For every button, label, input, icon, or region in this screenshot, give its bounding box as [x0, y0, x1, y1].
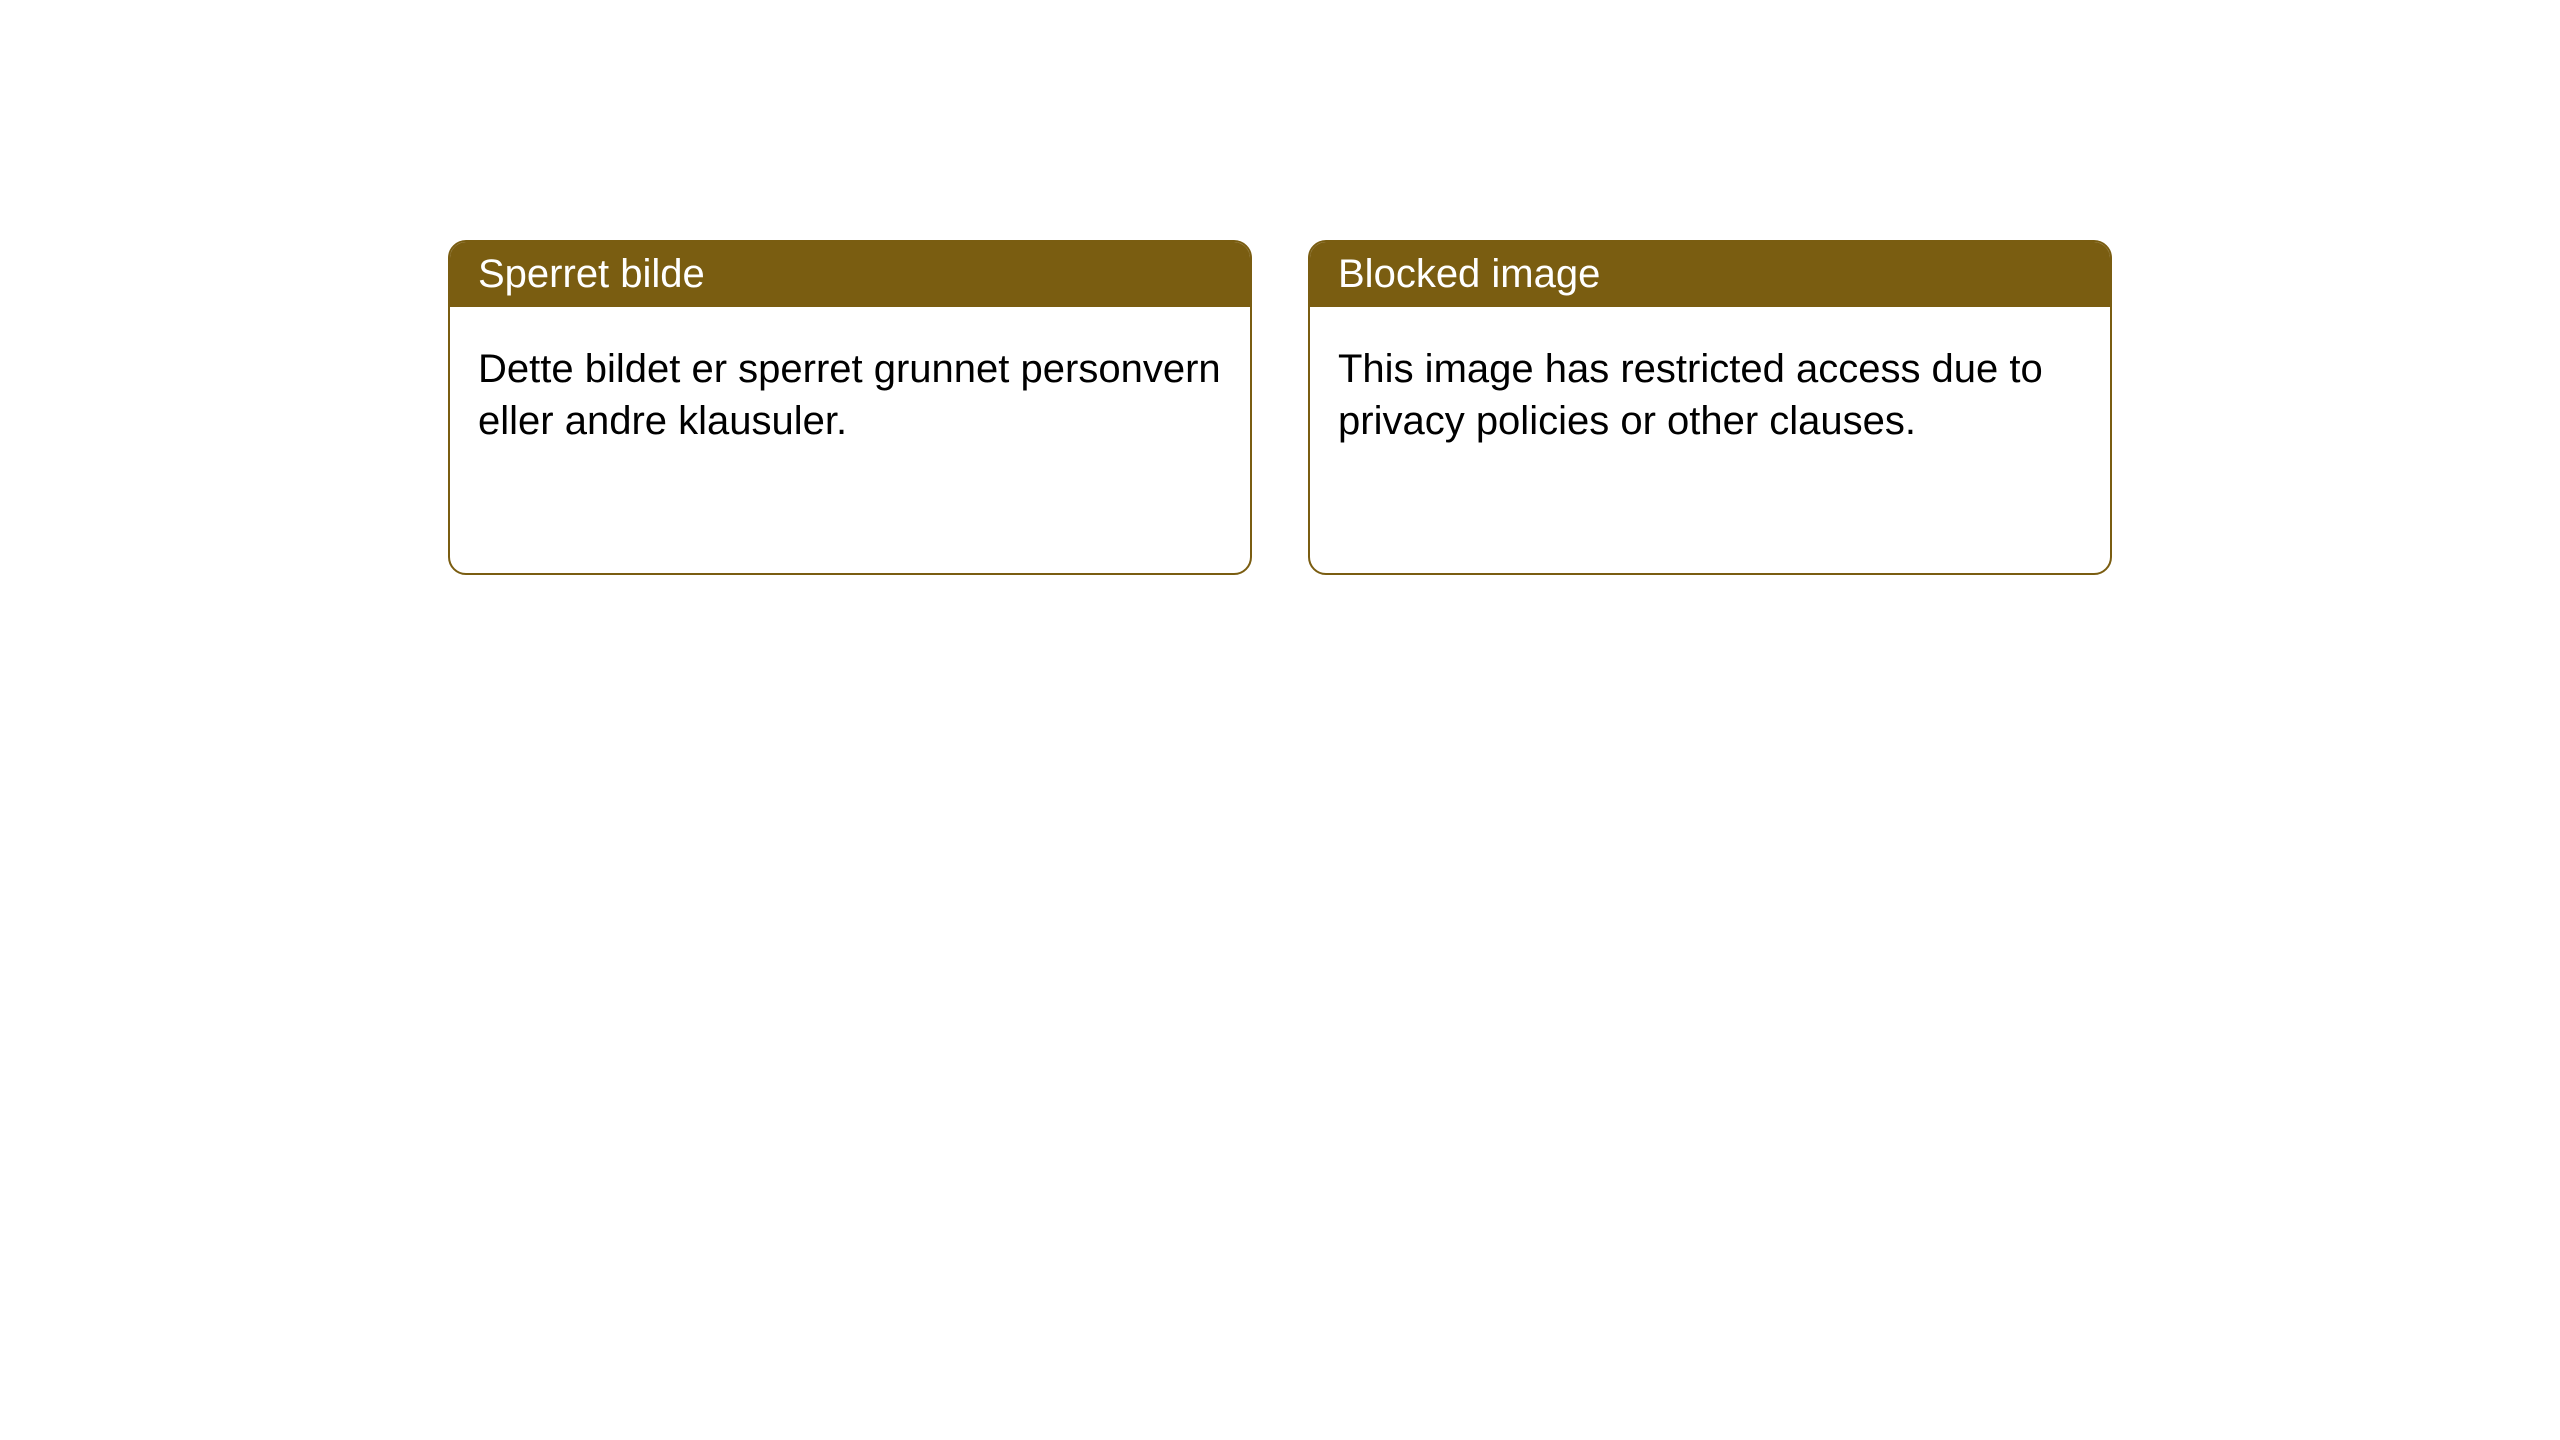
notice-card-norwegian: Sperret bilde Dette bildet er sperret gr…	[448, 240, 1252, 575]
notice-body-norwegian: Dette bildet er sperret grunnet personve…	[450, 307, 1250, 483]
notice-title-norwegian: Sperret bilde	[450, 242, 1250, 307]
notice-card-english: Blocked image This image has restricted …	[1308, 240, 2112, 575]
notice-title-english: Blocked image	[1310, 242, 2110, 307]
notice-container: Sperret bilde Dette bildet er sperret gr…	[0, 0, 2560, 575]
notice-body-english: This image has restricted access due to …	[1310, 307, 2110, 483]
